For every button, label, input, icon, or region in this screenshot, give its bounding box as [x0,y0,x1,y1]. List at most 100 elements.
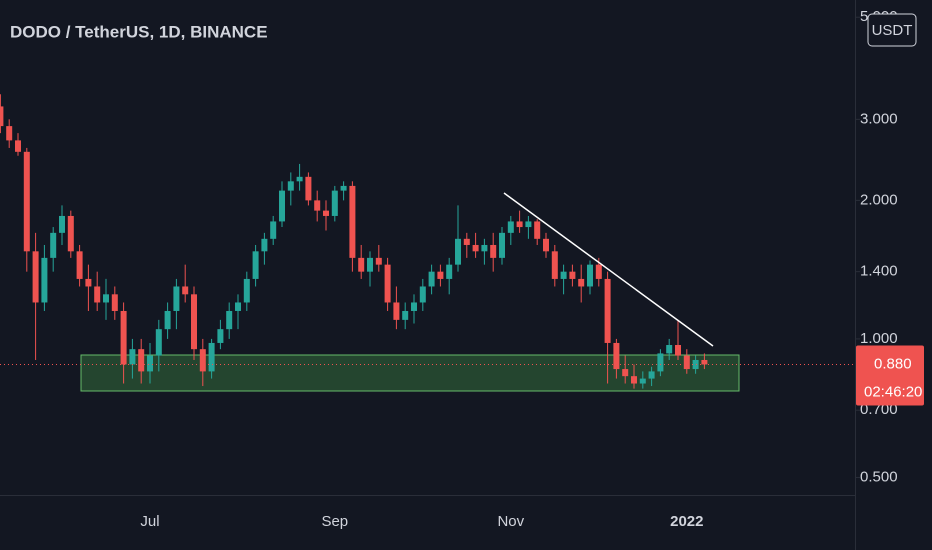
candle-body [569,271,576,279]
chart-title: DODO / TetherUS, 1D, BINANCE [10,22,268,41]
candle-body [15,140,21,152]
candle-body [543,238,549,252]
candle-body [6,126,13,141]
candle-body [340,185,347,191]
candle-body [560,271,567,279]
candle-body [622,369,629,377]
countdown-label: 02:46:20 [864,383,922,400]
candle-body [261,238,268,252]
candle-body [270,221,277,239]
candle-body [217,329,224,343]
candle-body [0,106,4,127]
candle-body [507,221,514,233]
candle-body [411,302,417,311]
candle-body [657,353,664,372]
candle-body [701,359,708,365]
candle-body [393,302,400,320]
candle-body [305,176,312,201]
candle-body [208,342,215,372]
candle-body [50,232,57,258]
candle-body [419,286,426,303]
candle-body [358,257,365,272]
candle-body [578,278,585,287]
trendline [503,192,714,347]
candle-body [666,345,673,354]
candle-body [349,185,356,258]
candle-body [94,286,101,303]
candle-body [613,342,620,370]
x-tick-label: 2022 [670,513,703,530]
candle-body [32,251,39,303]
x-tick-label: Jul [140,513,159,530]
candle-body [384,264,391,303]
y-tick-label: 0.500 [860,468,898,485]
candle-body [604,278,611,343]
candle-body [463,238,470,245]
candle-body [147,355,153,372]
candle-body [191,294,197,350]
candle-body [199,349,206,372]
candle-body [446,264,453,279]
candle-body [23,151,30,252]
currency-label[interactable]: USDT [872,22,913,39]
candle-body [323,210,329,216]
x-tick-label: Nov [497,513,524,530]
candle-body [76,251,83,279]
candle-body [490,244,497,258]
candle-body [129,349,136,365]
candle-body [331,190,338,216]
candle-body [516,221,523,228]
candle-body [675,345,681,356]
candle-body [534,221,541,239]
candle-body [472,244,479,252]
candle-body [499,232,505,258]
y-tick-label: 1.000 [860,330,898,347]
candle-body [59,215,65,233]
candle-body [235,302,241,311]
candle-body [525,221,532,228]
candle-body [437,271,444,279]
currency-button[interactable] [867,13,917,47]
candle-body [226,310,233,330]
candle-body [296,176,303,182]
candle-body [85,278,92,287]
candle-body [279,190,285,222]
candle-body [173,286,180,311]
candle-body [402,310,409,320]
candle-body [551,251,558,279]
candle-body [138,349,145,372]
candle-body [103,294,109,303]
candle-body [182,286,189,295]
candle-body [587,264,593,287]
candle-body [41,257,48,303]
y-tick-label: 2.000 [860,191,898,208]
candle-body [648,371,655,379]
last-price-label: 0.880 [874,355,912,372]
candle-body [314,200,321,211]
candle-body [455,238,461,265]
candle-body [631,376,637,384]
x-tick-label: Sep [321,513,348,530]
candle-body [252,251,259,279]
candle-body [683,355,690,370]
candle-body [120,310,127,365]
candle-body [367,257,373,272]
candle-body [375,257,382,265]
last-price-box [856,345,924,406]
y-tick-label: 3.000 [860,110,898,127]
candle-body [692,359,699,370]
candle-body [639,378,646,384]
candle-body [243,278,250,303]
candle-body [111,294,118,311]
candle-body [428,271,435,287]
candle-body [481,244,488,252]
support-zone [80,354,740,392]
candle-body [67,215,74,252]
candle-body [595,264,602,279]
y-tick-label: 1.400 [860,263,898,280]
candle-body [155,329,162,356]
candle-body [287,181,294,191]
candle-body [164,310,171,330]
